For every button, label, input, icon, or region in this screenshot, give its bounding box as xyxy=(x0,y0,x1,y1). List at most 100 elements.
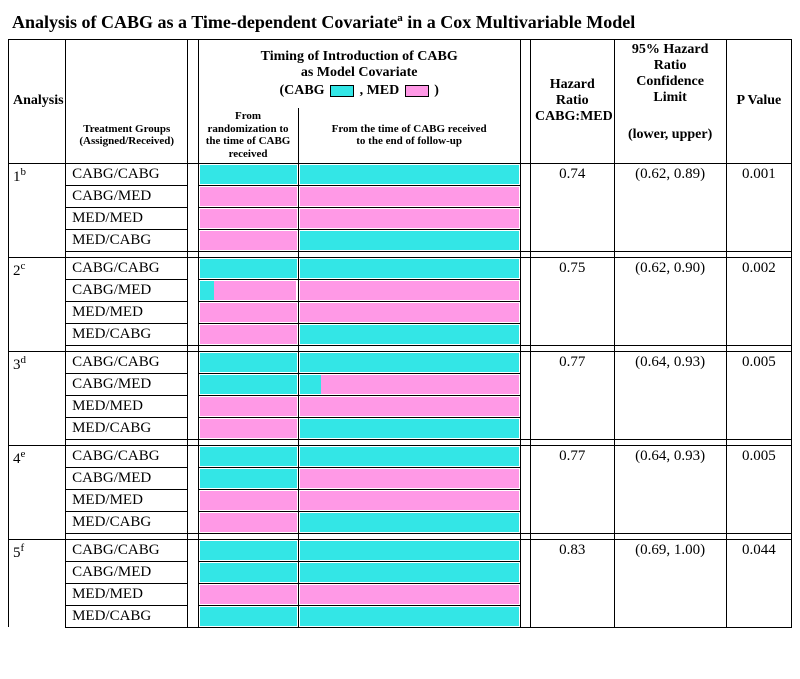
treatment-group: MED/CABG xyxy=(66,605,188,627)
timing-bar xyxy=(298,279,520,301)
timing-bar xyxy=(198,395,298,417)
header-empty-groups-top xyxy=(66,40,188,109)
table-row: 2cCABG/CABG0.75(0.62, 0.90)0.002 xyxy=(9,257,792,279)
treatment-group: MED/MED xyxy=(66,301,188,323)
header-timing-col2: From the time of CABG received to the en… xyxy=(298,108,520,163)
timing-bar xyxy=(298,257,520,279)
timing-bar xyxy=(298,185,520,207)
timing-bar xyxy=(298,323,520,345)
timing-bar xyxy=(298,163,520,185)
treatment-group: MED/MED xyxy=(66,489,188,511)
legend-med-swatch xyxy=(405,85,429,97)
timing-bar xyxy=(198,511,298,533)
analysis-id: 2c xyxy=(9,257,66,345)
header-p: P Value xyxy=(726,40,791,164)
timing-bar xyxy=(298,539,520,561)
spacer xyxy=(188,257,198,345)
timing-bar xyxy=(298,605,520,627)
treatment-group: CABG/CABG xyxy=(66,257,188,279)
page-title: Analysis of CABG as a Time-dependent Cov… xyxy=(8,8,792,39)
timing-bar xyxy=(198,301,298,323)
header-ci: 95% Hazard Ratio Confidence Limit xyxy=(614,40,726,109)
legend-cabg-swatch xyxy=(330,85,354,97)
treatment-group: MED/CABG xyxy=(66,511,188,533)
timing-bar xyxy=(198,323,298,345)
timing-bar xyxy=(198,373,298,395)
timing-bar xyxy=(198,417,298,439)
spacer xyxy=(188,351,198,439)
hazard-ratio: 0.83 xyxy=(530,539,614,627)
timing-title-l2: as Model Covariate xyxy=(201,65,518,81)
timing-title-l1: Timing of Introduction of CABG xyxy=(201,49,518,65)
spacer xyxy=(188,539,198,627)
header-treatment-groups: Treatment Groups (Assigned/Received) xyxy=(66,108,188,163)
timing-bar xyxy=(298,351,520,373)
hazard-ratio: 0.77 xyxy=(530,445,614,533)
table-body: 1bCABG/CABG0.74(0.62, 0.89)0.001CABG/MED… xyxy=(9,163,792,627)
timing-bar xyxy=(198,257,298,279)
table-row: 3dCABG/CABG0.77(0.64, 0.93)0.005 xyxy=(9,351,792,373)
p: 0.044 xyxy=(726,539,791,627)
timing-bar xyxy=(198,229,298,251)
hazard-ratio: 0.77 xyxy=(530,351,614,439)
treatment-group: CABG/CABG xyxy=(66,539,188,561)
hazard-ratio: 0.75 xyxy=(530,257,614,345)
p: 0.005 xyxy=(726,445,791,533)
table-row: 5fCABG/CABG0.83(0.69, 1.00)0.044 xyxy=(9,539,792,561)
timing-bar xyxy=(198,185,298,207)
timing-bar xyxy=(198,163,298,185)
ci: (0.62, 0.90) xyxy=(614,257,726,345)
treatment-group: CABG/MED xyxy=(66,467,188,489)
treatment-group: CABG/MED xyxy=(66,373,188,395)
ci: (0.62, 0.89) xyxy=(614,163,726,251)
timing-bar xyxy=(298,207,520,229)
treatment-group: MED/MED xyxy=(66,583,188,605)
timing-bar xyxy=(298,301,520,323)
header-spacer2b xyxy=(520,108,530,163)
timing-bar xyxy=(298,373,520,395)
p: 0.005 xyxy=(726,351,791,439)
spacer xyxy=(520,163,530,251)
timing-bar xyxy=(298,489,520,511)
header-analysis: Analysis xyxy=(9,40,66,164)
analysis-id: 3d xyxy=(9,351,66,439)
timing-bar xyxy=(298,561,520,583)
timing-bar xyxy=(298,445,520,467)
treatment-group: CABG/CABG xyxy=(66,163,188,185)
hazard-ratio: 0.74 xyxy=(530,163,614,251)
timing-bar xyxy=(198,605,298,627)
timing-bar xyxy=(198,351,298,373)
ci: (0.69, 1.00) xyxy=(614,539,726,627)
treatment-group: CABG/CABG xyxy=(66,351,188,373)
treatment-group: MED/MED xyxy=(66,207,188,229)
spacer xyxy=(520,445,530,533)
header-hazard-ratio: Hazard Ratio CABG:MED xyxy=(530,40,614,164)
header-timing-title: Timing of Introduction of CABG as Model … xyxy=(198,40,520,109)
table-row: 1bCABG/CABG0.74(0.62, 0.89)0.001 xyxy=(9,163,792,185)
treatment-group: CABG/MED xyxy=(66,561,188,583)
ci: (0.64, 0.93) xyxy=(614,351,726,439)
timing-bar xyxy=(298,511,520,533)
timing-bar xyxy=(198,445,298,467)
header-spacer2 xyxy=(520,40,530,109)
cabg-table: Analysis Timing of Introduction of CABG … xyxy=(8,39,792,628)
p: 0.002 xyxy=(726,257,791,345)
timing-bar xyxy=(198,561,298,583)
treatment-group: CABG/CABG xyxy=(66,445,188,467)
table-head: Analysis Timing of Introduction of CABG … xyxy=(9,40,792,164)
legend-close: ) xyxy=(434,83,439,98)
treatment-group: CABG/MED xyxy=(66,185,188,207)
timing-bar xyxy=(298,229,520,251)
timing-bar xyxy=(198,489,298,511)
timing-bar xyxy=(298,583,520,605)
treatment-group: CABG/MED xyxy=(66,279,188,301)
timing-bar xyxy=(198,279,298,301)
timing-bar xyxy=(198,467,298,489)
timing-bar xyxy=(298,417,520,439)
treatment-group: MED/MED xyxy=(66,395,188,417)
ci: (0.64, 0.93) xyxy=(614,445,726,533)
timing-bar xyxy=(198,207,298,229)
spacer xyxy=(520,351,530,439)
timing-bar xyxy=(298,395,520,417)
analysis-id: 1b xyxy=(9,163,66,251)
